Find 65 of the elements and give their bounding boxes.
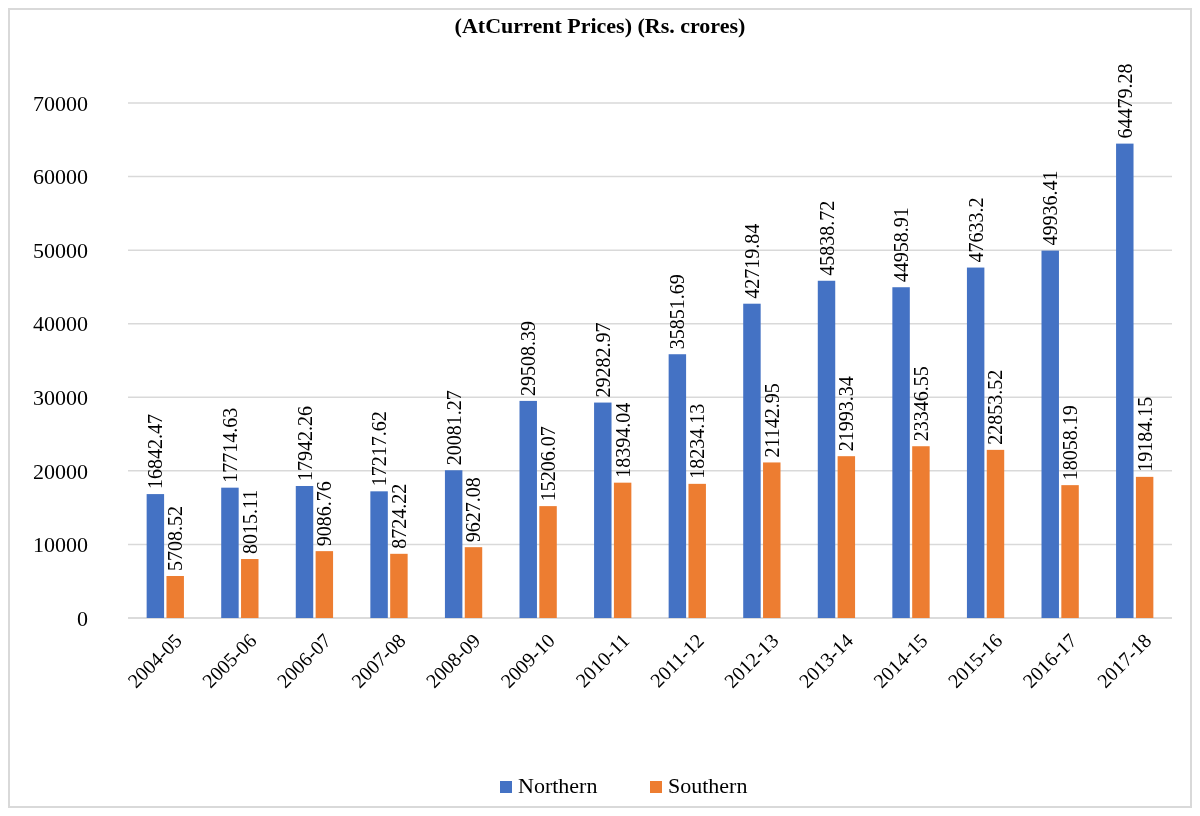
data-label: 18058.19 [1059, 405, 1082, 481]
legend-label: Northern [518, 773, 598, 798]
y-tick-label: 50000 [33, 237, 88, 263]
bar [966, 267, 985, 618]
y-tick-label: 40000 [33, 311, 88, 337]
bar [986, 449, 1005, 618]
bar [241, 559, 259, 618]
data-label: 9086.76 [313, 481, 336, 547]
data-label: 35851.69 [666, 274, 689, 350]
bar [668, 354, 687, 618]
bar [464, 547, 483, 618]
data-label: 49936.41 [1039, 170, 1062, 246]
data-label: 21142.95 [760, 383, 783, 458]
bar [837, 456, 856, 618]
bar [390, 553, 408, 618]
data-label: 29508.39 [517, 320, 540, 396]
y-tick-label: 0 [77, 605, 88, 631]
data-label: 16842.47 [144, 414, 167, 490]
bar [539, 506, 557, 618]
data-label: 45838.72 [815, 200, 838, 276]
data-label: 64479.28 [1113, 63, 1136, 139]
data-label: 15206.07 [537, 426, 560, 502]
data-label: 20081.27 [442, 390, 465, 466]
chart-title: (AtCurrent Prices) (Rs. crores) [454, 13, 746, 38]
bar [1116, 143, 1134, 618]
data-label: 17942.26 [293, 406, 316, 481]
bar [1135, 476, 1154, 618]
data-label: 42719.84 [740, 223, 763, 299]
data-label: 21993.34 [835, 376, 858, 452]
y-tick-label: 10000 [33, 532, 88, 558]
data-label: 22853.52 [984, 369, 1007, 445]
data-label: 23346.55 [909, 366, 932, 442]
bar [146, 494, 165, 618]
y-tick-label: 70000 [33, 90, 88, 116]
data-label: 9627.08 [462, 477, 485, 543]
y-tick-label: 60000 [33, 164, 88, 190]
bar [519, 400, 537, 618]
bar [221, 487, 239, 618]
bar [1061, 485, 1079, 618]
data-label: 8015.11 [238, 489, 261, 555]
y-tick-label: 20000 [33, 458, 88, 484]
data-label: 47633.2 [964, 197, 987, 263]
bar [912, 446, 930, 618]
bar [370, 491, 388, 618]
data-label: 44958.91 [890, 207, 913, 283]
data-label: 18234.13 [686, 403, 709, 479]
legend-label: Southern [668, 773, 748, 798]
bar [295, 486, 314, 618]
data-label: 17714.63 [218, 407, 241, 483]
bar [892, 287, 910, 618]
bar [688, 483, 706, 618]
bar [444, 470, 463, 618]
data-label: 19184.15 [1133, 396, 1156, 472]
data-label: 29282.97 [591, 322, 614, 398]
bar [743, 303, 761, 618]
data-label: 18394.04 [611, 402, 634, 478]
bar [594, 402, 612, 618]
bar [763, 462, 781, 618]
bar [613, 482, 632, 618]
bar [315, 551, 334, 618]
bar [166, 576, 184, 618]
bar [1041, 250, 1059, 618]
data-label: 5708.52 [164, 506, 187, 571]
y-tick-label: 30000 [33, 384, 88, 410]
bar [817, 280, 836, 618]
